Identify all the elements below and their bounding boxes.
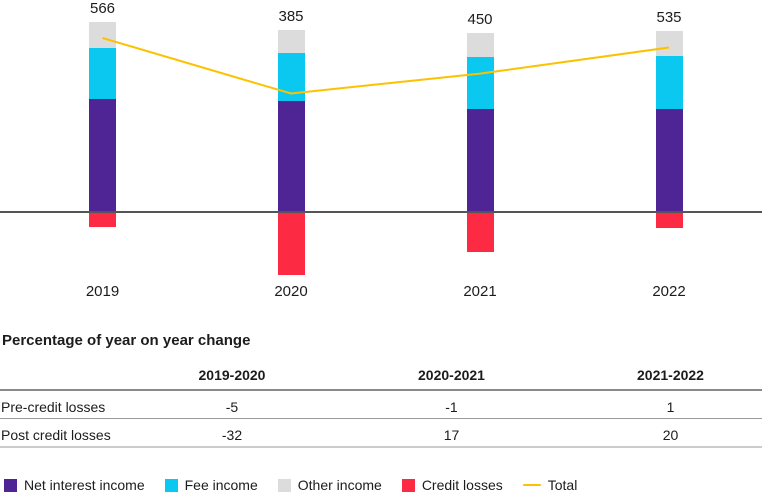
table-cell-pre-2021-2022: 1	[579, 390, 762, 419]
bar-2019-net-interest-income	[89, 98, 116, 212]
table-column-header-2020-2021: 2020-2021	[324, 366, 579, 391]
bar-2019-other-income	[89, 22, 116, 49]
bar-2022-fee-income	[655, 56, 683, 110]
bar-2021-other-income	[466, 32, 494, 57]
bar-2022-net-interest-income	[655, 109, 683, 212]
table-cell-post-2019-2020: -32	[140, 418, 324, 448]
total-value-label-2022: 535	[656, 9, 682, 27]
total-line-swatch-icon	[522, 483, 541, 487]
legend-label-other-income: Other income	[297, 477, 382, 493]
legend-item-other-income: Other income	[277, 477, 382, 493]
bar-2021-fee-income	[466, 56, 494, 110]
bar-2022-credit-losses	[655, 211, 683, 228]
bar-2022-other-income	[655, 31, 683, 57]
bar-2021-net-interest-income	[466, 109, 494, 212]
x-axis-label-2021: 2021	[463, 283, 497, 300]
bar-2019-fee-income	[89, 48, 116, 99]
credit-losses-swatch-icon	[401, 478, 415, 492]
x-axis-label-2020: 2020	[274, 283, 308, 300]
yoy-change-table: 2019-2020 2020-2021 2021-2022 Pre-credit…	[0, 366, 762, 448]
table-cell-post-2020-2021: 17	[324, 418, 579, 448]
net-interest-income-swatch-icon	[4, 478, 17, 492]
legend-label-fee-income: Fee income	[184, 477, 258, 493]
x-axis-label-2022: 2022	[652, 283, 686, 300]
legend-item-total: Total	[522, 477, 578, 493]
bar-2020-other-income	[277, 30, 305, 53]
total-value-label-2020: 385	[278, 8, 304, 26]
table-cell-post-2021-2022: 20	[579, 418, 762, 448]
zero-axis-line	[0, 211, 762, 213]
table-row-post-credit-losses: Post credit losses -32 17 20	[0, 418, 762, 448]
fee-income-swatch-icon	[164, 478, 178, 492]
x-axis-label-2019: 2019	[85, 283, 120, 300]
other-income-swatch-icon	[277, 478, 291, 492]
bar-2020-fee-income	[277, 52, 305, 102]
row-label-post-credit-losses: Post credit losses	[0, 418, 140, 448]
table-cell-pre-2020-2021: -1	[324, 390, 579, 419]
table-title: Percentage of year on year change	[2, 332, 251, 349]
income-stacked-bar-chart: 566 2019 385 2020 450 2021 535 2022	[0, 0, 762, 300]
legend-item-net-interest-income: Net interest income	[4, 477, 145, 493]
bar-2020-credit-losses	[277, 211, 305, 275]
bar-2019-credit-losses	[89, 211, 116, 228]
legend-label-net-interest-income: Net interest income	[24, 477, 145, 493]
legend: Net interest income Fee income Other inc…	[4, 477, 758, 493]
total-value-label-2019: 566	[89, 0, 116, 18]
table-header-row: 2019-2020 2020-2021 2021-2022	[0, 366, 762, 391]
legend-item-fee-income: Fee income	[164, 477, 258, 493]
legend-label-total: Total	[547, 477, 578, 493]
table-column-header-2021-2022: 2021-2022	[579, 366, 762, 391]
legend-item-credit-losses: Credit losses	[401, 477, 503, 493]
table-corner-cell	[0, 366, 140, 391]
total-line-path	[102, 37, 670, 95]
total-value-label-2021: 450	[467, 10, 493, 28]
table-row-pre-credit-losses: Pre-credit losses -5 -1 1	[0, 390, 762, 419]
row-label-pre-credit-losses: Pre-credit losses	[0, 390, 140, 419]
bar-2021-credit-losses	[466, 211, 494, 253]
table-cell-pre-2019-2020: -5	[140, 390, 324, 419]
legend-label-credit-losses: Credit losses	[421, 477, 503, 493]
table-column-header-2019-2020: 2019-2020	[140, 366, 324, 391]
bar-2020-net-interest-income	[277, 101, 305, 212]
